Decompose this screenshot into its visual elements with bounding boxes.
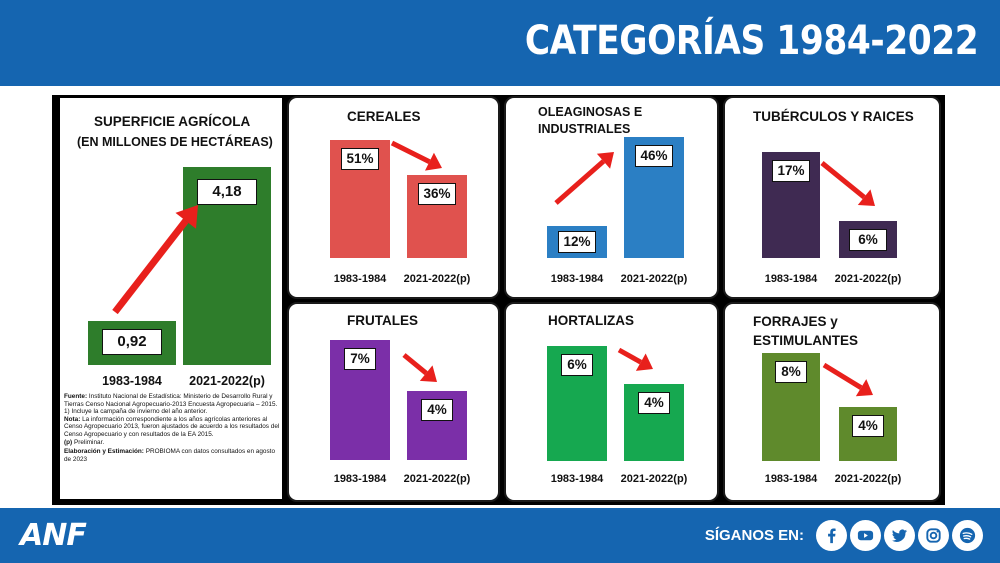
elab-label: Elaboración y Estimación: [64,448,144,456]
twitter-icon[interactable] [884,520,915,551]
p-label: (p) [64,438,73,446]
tuberculos-category-label-1: 1983-1984 [764,273,818,285]
panel-forrajes: FORRAJES y ESTIMULANTES [723,302,941,502]
oleaginosas-value-label-2: 46% [635,145,673,167]
nota-text: La información correspondiente a los año… [64,415,280,438]
spotify-icon[interactable] [952,520,983,551]
oleaginosas-title: OLEAGINOSAS E INDUSTRIALES [538,105,643,136]
forrajes-value-label-2: 4% [852,415,884,437]
anf-logo: ANF [20,518,87,553]
frutales-value-label-2: 4% [421,399,453,421]
forrajes-category-label-1: 1983-1984 [764,473,818,485]
footer-bar: ANF SÍGANOS EN: [0,508,1000,563]
superficie-category-label-2: 2021-2022(p) [189,374,265,388]
follow-label: SÍGANOS EN: [704,527,804,544]
hortalizas-category-label-1: 1983-1984 [550,473,604,485]
frutales-category-label-1: 1983-1984 [333,473,387,485]
fuente-label: Fuente: [64,393,88,400]
cereales-value-label-1: 51% [341,148,379,170]
superficie-title: SUPERFICIE AGRÍCOLA [94,114,251,129]
cereales-value-label-2: 36% [418,183,456,205]
superficie-value-label-1: 0,92 [102,329,162,355]
youtube-icon[interactable] [850,520,881,551]
facebook-icon[interactable] [816,520,847,551]
oleaginosas-category-label-2: 2021-2022(p) [620,273,688,285]
forrajes-value-label-1: 8% [775,361,807,383]
cereales-category-label-1: 1983-1984 [333,273,387,285]
oleaginosas-category-label-1: 1983-1984 [550,273,604,285]
superficie-subtitle: (EN MILLONES DE HECTÁREAS) [77,135,273,149]
tuberculos-title: TUBÉRCULOS Y RAICES [753,109,914,124]
nota-label: Nota: [64,415,81,423]
hortalizas-title: HORTALIZAS [548,313,634,328]
forrajes-category-label-2: 2021-2022(p) [834,473,902,485]
panel-tuberculos: TUBÉRCULOS Y RAICES [723,96,941,299]
cereales-category-label-2: 2021-2022(p) [403,273,471,285]
panel-oleaginosas: OLEAGINOSAS E INDUSTRIALES [504,96,719,299]
p-text: Preliminar. [73,438,105,446]
panel-frutales: FRUTALES [287,302,500,502]
frutales-value-label-1: 7% [344,348,376,370]
hortalizas-category-label-2: 2021-2022(p) [620,473,688,485]
source-notes: Fuente: Instituto Nacional de Estadístic… [64,393,282,463]
superficie-category-label-1: 1983-1984 [102,374,162,388]
tuberculos-value-label-1: 17% [772,160,810,182]
oleaginosas-value-label-1: 12% [558,231,596,253]
fuente-text: Instituto Nacional de Estadística: Minis… [64,393,278,408]
header-bar: CATEGORÍAS 1984-2022 [0,0,1000,86]
hortalizas-value-label-1: 6% [561,354,593,376]
tuberculos-value-label-2: 6% [849,229,887,251]
hortalizas-value-label-2: 4% [638,392,670,414]
frutales-title: FRUTALES [347,313,418,328]
page-title: CATEGORÍAS 1984-2022 [524,18,979,64]
tuberculos-category-label-2: 2021-2022(p) [834,273,902,285]
panel-hortalizas: HORTALIZAS [504,302,719,502]
elab-text: PROBIOMA con datos consultados en agosto… [64,448,275,463]
cereales-title: CEREALES [347,109,421,124]
instagram-icon[interactable] [918,520,949,551]
frutales-category-label-2: 2021-2022(p) [403,473,471,485]
superficie-value-label-2: 4,18 [197,179,257,205]
note-1: 1) Incluye la campaña de invierno del añ… [64,408,208,416]
forrajes-title: FORRAJES y ESTIMULANTES [753,314,859,348]
panel-cereales: CEREALES [287,96,500,299]
